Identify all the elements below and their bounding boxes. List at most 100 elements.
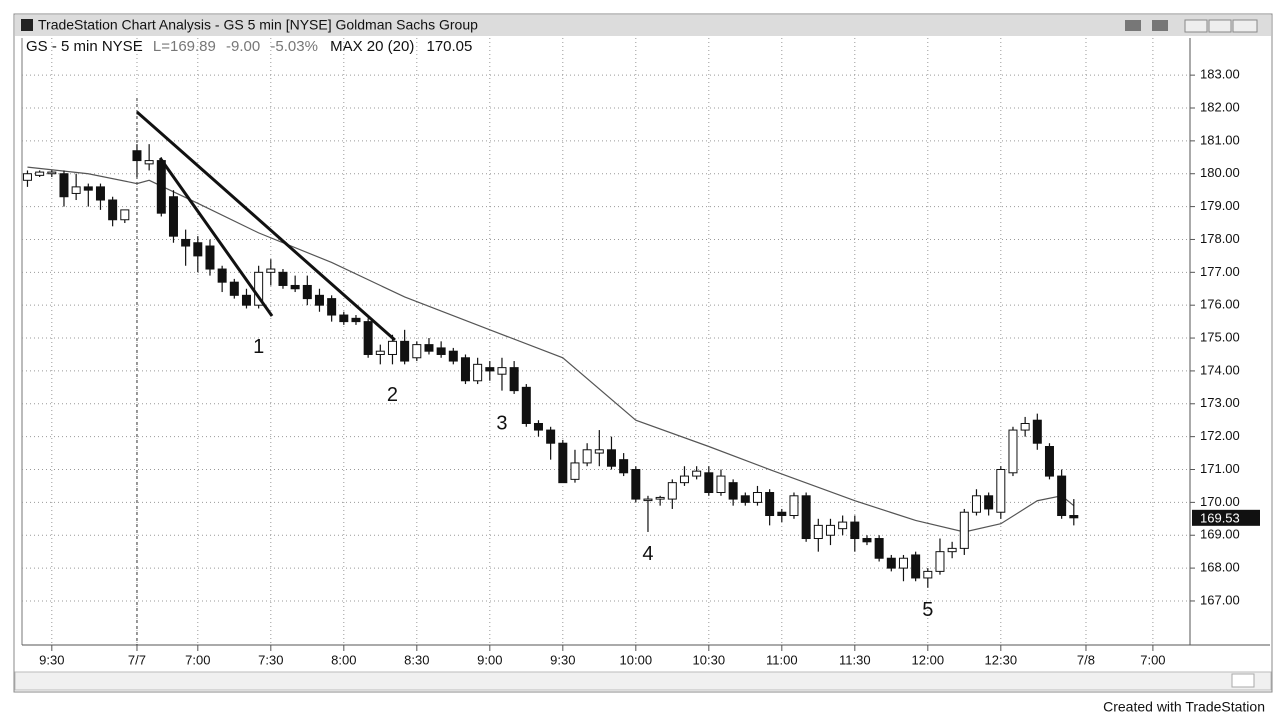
candle-body [752, 492, 762, 503]
x-tick-label: 8:00 [331, 652, 356, 667]
annotation: 1 [253, 336, 264, 358]
candle-body [728, 482, 738, 500]
candle-body [716, 475, 726, 494]
candle-body [582, 449, 592, 464]
candle-body [132, 150, 142, 162]
candle-body [996, 469, 1006, 513]
toolbar-button[interactable] [1152, 20, 1168, 31]
y-tick-label: 177.00 [1200, 264, 1240, 279]
candle-body [911, 554, 921, 579]
candle-body [314, 294, 324, 306]
last-price-box [1192, 509, 1260, 526]
x-tick-label: 10:00 [620, 652, 653, 667]
candle-body [278, 271, 288, 286]
candle-body [156, 160, 166, 214]
candle-body [789, 495, 799, 517]
candle-body [570, 462, 580, 480]
candle-body [1008, 429, 1018, 474]
y-tick-label: 168.00 [1200, 560, 1240, 575]
study-value: 170.05 [426, 38, 472, 55]
candle-body [229, 281, 239, 296]
y-tick-label: 174.00 [1200, 362, 1240, 377]
x-tick-label: 7:00 [1140, 652, 1165, 667]
candle-body [241, 294, 251, 306]
candle-body [1069, 515, 1079, 519]
candle-body [533, 422, 543, 431]
candle-body [144, 160, 154, 165]
candle-body [558, 442, 568, 484]
candle-body [59, 173, 69, 198]
candle-body [47, 171, 57, 175]
x-tick-label: 9:00 [477, 652, 502, 667]
candle-body [22, 173, 32, 181]
candle-body [436, 347, 446, 355]
scrollbar[interactable] [14, 671, 1272, 691]
candle-body [193, 242, 203, 257]
candle-body [327, 298, 337, 316]
candle-body [412, 344, 422, 359]
candle-body [765, 492, 775, 517]
window-frame [13, 13, 1273, 693]
candle-body [509, 367, 519, 392]
candle-body [254, 271, 264, 306]
annotation: 5 [922, 599, 933, 621]
candle-body [704, 472, 714, 494]
y-tick-label: 182.00 [1200, 99, 1240, 114]
minimize-button[interactable] [1184, 19, 1208, 33]
candle-body [108, 199, 118, 221]
candle-body [1057, 475, 1067, 517]
app-icon [21, 19, 33, 31]
candle-body [400, 340, 410, 362]
candle-body [473, 363, 483, 382]
candle-body [643, 498, 653, 502]
candle-body [351, 317, 361, 323]
annotation: 4 [642, 543, 653, 565]
close-button[interactable] [1232, 19, 1258, 33]
candle-body [35, 171, 45, 176]
x-tick-label: 9:30 [550, 652, 575, 667]
candle-body [801, 495, 811, 540]
x-tick-label: 7/7 [128, 652, 146, 667]
candle-body [679, 475, 689, 484]
x-tick-label: 9:30 [39, 652, 64, 667]
candle-body [606, 449, 616, 467]
candle-body [984, 495, 994, 510]
change: -9.00 [226, 38, 260, 55]
candle-body [667, 482, 677, 500]
y-tick-label: 179.00 [1200, 198, 1240, 213]
candle-body [205, 245, 215, 270]
window-title: TradeStation Chart Analysis - GS 5 min [… [38, 17, 478, 33]
x-tick-label: 10:30 [693, 652, 726, 667]
candle-body [387, 340, 397, 355]
candle-body [898, 557, 908, 569]
study: MAX 20 (20) [330, 38, 414, 55]
y-tick-label: 178.00 [1200, 231, 1240, 246]
toolbar-button[interactable] [1125, 20, 1141, 31]
x-tick-label: 12:30 [985, 652, 1018, 667]
candle-body [120, 209, 130, 221]
candle-body [424, 344, 434, 352]
scroll-thumb[interactable] [1231, 673, 1255, 688]
maximize-button[interactable] [1208, 19, 1232, 33]
x-tick-label: 11:30 [839, 652, 871, 667]
candle-body [485, 367, 495, 372]
y-tick-label: 180.00 [1200, 165, 1240, 180]
candle-body [850, 521, 860, 540]
x-tick-label: 12:00 [912, 652, 945, 667]
candle-body [95, 186, 105, 201]
candle-body [217, 268, 227, 283]
candle-body [935, 551, 945, 572]
candle-body [923, 570, 933, 579]
x-tick-label: 7:30 [258, 652, 283, 667]
candle-body [777, 511, 787, 517]
change-pct: -5.03% [270, 38, 318, 55]
title-bar [15, 15, 1271, 36]
trendline [158, 157, 274, 317]
x-tick-label: 8:30 [404, 652, 429, 667]
footer: Created with TradeStation [1103, 699, 1265, 715]
candle-body [290, 284, 300, 290]
y-tick-label: 175.00 [1200, 329, 1240, 344]
candle-body [181, 238, 191, 247]
